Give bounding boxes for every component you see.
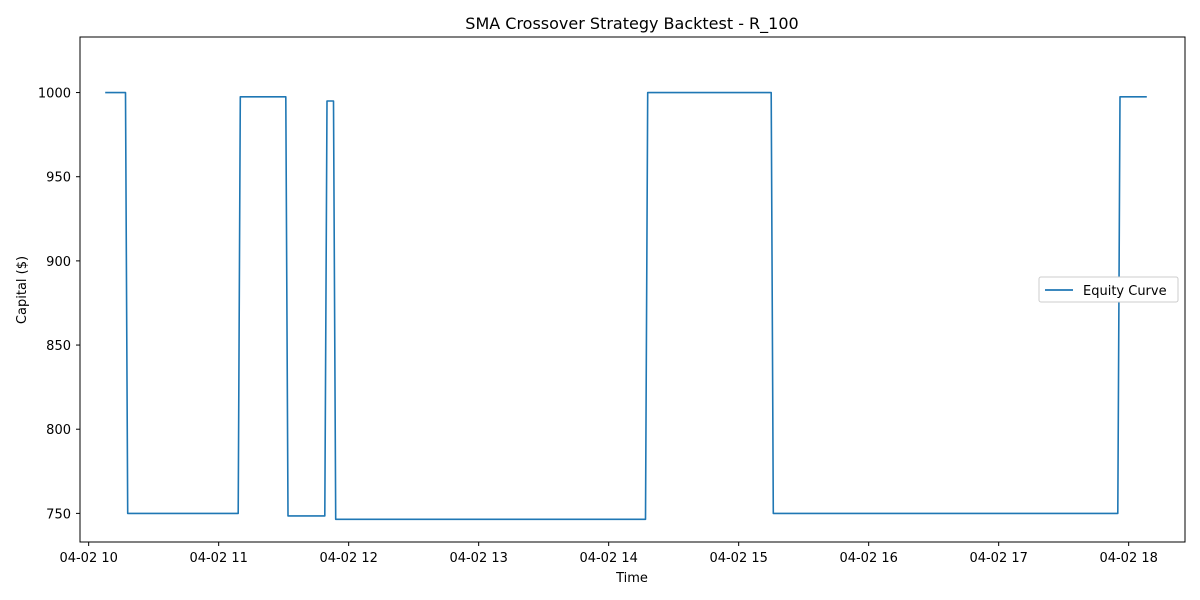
legend: Equity Curve	[1038, 276, 1179, 303]
plot-frame	[79, 36, 1186, 543]
x-tick-label: 04-02 15	[709, 551, 767, 566]
x-tick-label: 04-02 12	[319, 551, 377, 566]
x-tick-label: 04-02 13	[449, 551, 507, 566]
x-axis-title: Time	[615, 571, 648, 586]
y-tick-label: 750	[46, 507, 71, 522]
y-axis-title: Capital ($)	[15, 256, 30, 324]
y-tick-label: 800	[46, 423, 71, 438]
x-tick-label: 04-02 16	[839, 551, 897, 566]
axis-ticks: 750 800 850 900 950 1000 04-02 10 04-02 11 04-02…	[38, 87, 1158, 566]
plot-area	[105, 91, 1147, 521]
x-tick-label: 04-02 17	[969, 551, 1027, 566]
y-tick-label: 950	[46, 171, 71, 186]
x-tick-label: 04-02 10	[59, 551, 117, 566]
x-tick-label: 04-02 11	[189, 551, 247, 566]
y-tick-label: 900	[46, 255, 71, 270]
legend-label: Equity Curve	[1083, 284, 1167, 299]
y-tick-label: 850	[46, 339, 71, 354]
series-line-equity-curve	[105, 91, 1147, 521]
x-tick-label: 04-02 18	[1099, 551, 1157, 566]
y-tick-label: 1000	[38, 87, 71, 102]
legend-box	[1038, 276, 1179, 303]
chart-title: SMA Crossover Strategy Backtest - R_100	[465, 14, 798, 34]
x-tick-label: 04-02 14	[579, 551, 637, 566]
